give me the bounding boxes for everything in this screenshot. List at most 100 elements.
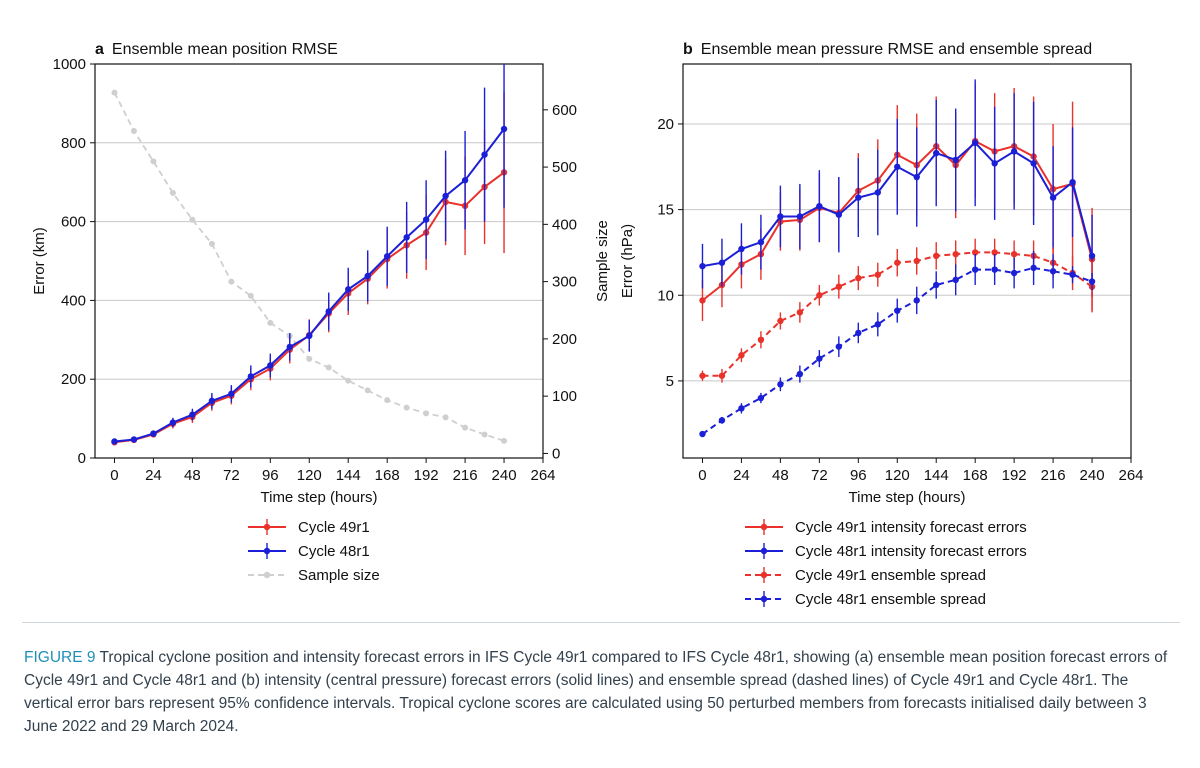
legend-swatch-marker [263,571,271,579]
series-cycle-48r1-ensemble-spread-point [1049,268,1057,275]
series-cycle-48r1-ensemble-spread-line [701,266,1093,435]
series-cycle-48r1-point [403,234,410,241]
series-cycle-48r1-ensemble-spread-point [738,405,745,412]
series-cycle-48r1-intensity-forecast-errors-point [991,160,998,167]
panel-a-y2-axis-label: Sample size [594,220,611,302]
plot-data [699,79,1096,438]
x-tick-label: 264 [1118,467,1143,484]
plot-frame [94,63,544,459]
series-cycle-49r1-ensemble-spread-point [855,274,862,282]
series-cycle-49r1-ensemble-spread-point [913,257,920,265]
panel-b-letter: b [683,41,693,58]
legend-item-cycle-48r1: Cycle 48r1 [248,543,370,560]
series-cycle-48r1-point [189,411,196,418]
series-cycle-49r1-ensemble-spread-point [796,309,804,316]
y2-tick-label: 100 [552,388,577,405]
series-cycle-48r1-intensity-forecast-errors-point [796,213,804,220]
series-cycle-48r1-point [442,192,449,200]
y2-tick-label: 600 [552,102,577,119]
series-cycle-48r1-point [345,286,352,293]
x-tick-label: 192 [1002,467,1027,484]
series-sample-size-point [267,319,274,326]
series-cycle-48r1-intensity-forecast-errors-point [933,149,940,157]
legend-label: Cycle 48r1 intensity forecast errors [795,543,1027,560]
x-tick-label: 24 [733,467,750,484]
series-cycle-48r1-intensity-forecast-errors-point [718,259,726,266]
series-sample-size-point [462,424,469,431]
series-cycle-48r1-point [247,373,255,380]
y-tick-label: 1000 [53,56,86,73]
series-cycle-48r1-intensity-forecast-errors-point [971,139,979,146]
series-sample-size-point [364,387,371,394]
series-sample-size-point [384,397,391,404]
figure-canvas: a Ensemble mean position RMSE 0 24 48 72 96 12… [31,41,1144,608]
series-cycle-48r1-ensemble-spread-point [1030,264,1037,272]
x-tick-label: 0 [110,467,118,484]
series-sample-size-point [481,431,488,438]
series-cycle-48r1-point [383,253,391,260]
series-cycle-48r1-intensity-forecast-errors-point [1010,148,1018,155]
legend-item-cycle-49r1-intensity-forecast-errors: Cycle 49r1 intensity forecast errors [745,519,1027,536]
series-sample-size-point [247,292,254,299]
series-cycle-49r1-ensemble-spread-point [738,352,745,359]
panel-a-letter: a [95,41,104,58]
y-tick-label: 400 [61,292,86,309]
series-cycle-48r1-ensemble-spread-point [894,307,901,314]
legend-label: Cycle 49r1 ensemble spread [795,567,986,584]
series-cycle-48r1-intensity-forecast-errors-point [777,213,784,220]
legend-swatch-marker [760,595,768,603]
series-cycle-48r1-ensemble-spread [699,250,1096,438]
y2-tick-label: 0 [552,445,560,462]
series-cycle-49r1 [111,91,508,446]
series-sample-size-point [345,377,352,384]
series-cycle-48r1-ensemble-spread-point [874,321,881,328]
series-cycle-48r1-point [111,438,118,445]
series-cycle-48r1-ensemble-spread-point [991,266,998,273]
series-cycle-48r1-point [325,308,332,315]
y-tick-label: 200 [61,371,86,388]
series-cycle-48r1-ensemble-spread-point [855,329,862,337]
series-sample-size-line [113,92,505,442]
panel-b-title: b Ensemble mean pressure RMSE and ensembl… [683,41,1092,58]
series-cycle-48r1-point [267,362,274,369]
x-tick-label: 24 [145,467,162,484]
series-cycle-48r1-ensemble-spread-point [1088,278,1096,285]
panel-b-x-axis-label: Time step (hours) [849,489,966,506]
figure-caption: FIGURE 9 Tropical cyclone position and in… [24,646,1174,738]
y-tick-label: 800 [61,135,86,152]
series-sample-size-point [501,437,508,444]
plot-data [111,64,508,446]
panel-a-title-text: Ensemble mean position RMSE [112,41,338,58]
series-cycle-48r1-intensity-forecast-errors [699,79,1096,297]
series-cycle-48r1 [111,64,508,445]
series-sample-size-point [111,89,118,96]
y-tick-label: 0 [78,450,86,467]
x-tick-label: 96 [850,467,867,484]
series-sample-size-point [169,189,176,196]
series-cycle-48r1-intensity-forecast-errors-point [894,163,901,170]
legend-swatch-marker [263,523,271,531]
x-tick-label: 48 [772,467,789,484]
legend-swatch-marker [760,523,768,531]
panel-b-y-axis-label: Error (hPa) [619,224,636,298]
x-tick-label: 168 [963,467,988,484]
series-cycle-48r1-point [481,151,488,158]
legend-label: Cycle 48r1 [298,543,370,560]
legend-item-cycle-49r1-ensemble-spread: Cycle 49r1 ensemble spread [745,567,986,584]
series-cycle-48r1-ensemble-spread-point [777,381,784,388]
series-cycle-48r1-ensemble-spread-point [718,417,726,424]
series-cycle-48r1-intensity-forecast-errors-point [816,202,823,210]
y2-tick-label: 300 [552,274,577,291]
series-cycle-49r1-ensemble-spread-point [777,317,784,325]
series-sample-size-point [423,410,430,417]
series-cycle-48r1-point [286,343,293,351]
series-cycle-48r1-intensity-forecast-errors-point [699,262,706,270]
series-cycle-48r1-intensity-forecast-errors-point [952,156,959,164]
series-sample-size-point [208,240,215,247]
x-tick-label: 168 [375,467,400,484]
x-tick-label: 144 [336,467,361,484]
caption-divider [22,622,1180,623]
series-cycle-48r1-point [150,430,157,437]
caption-figure-label: FIGURE 9 [24,649,96,666]
legend-swatch-marker [263,547,271,555]
